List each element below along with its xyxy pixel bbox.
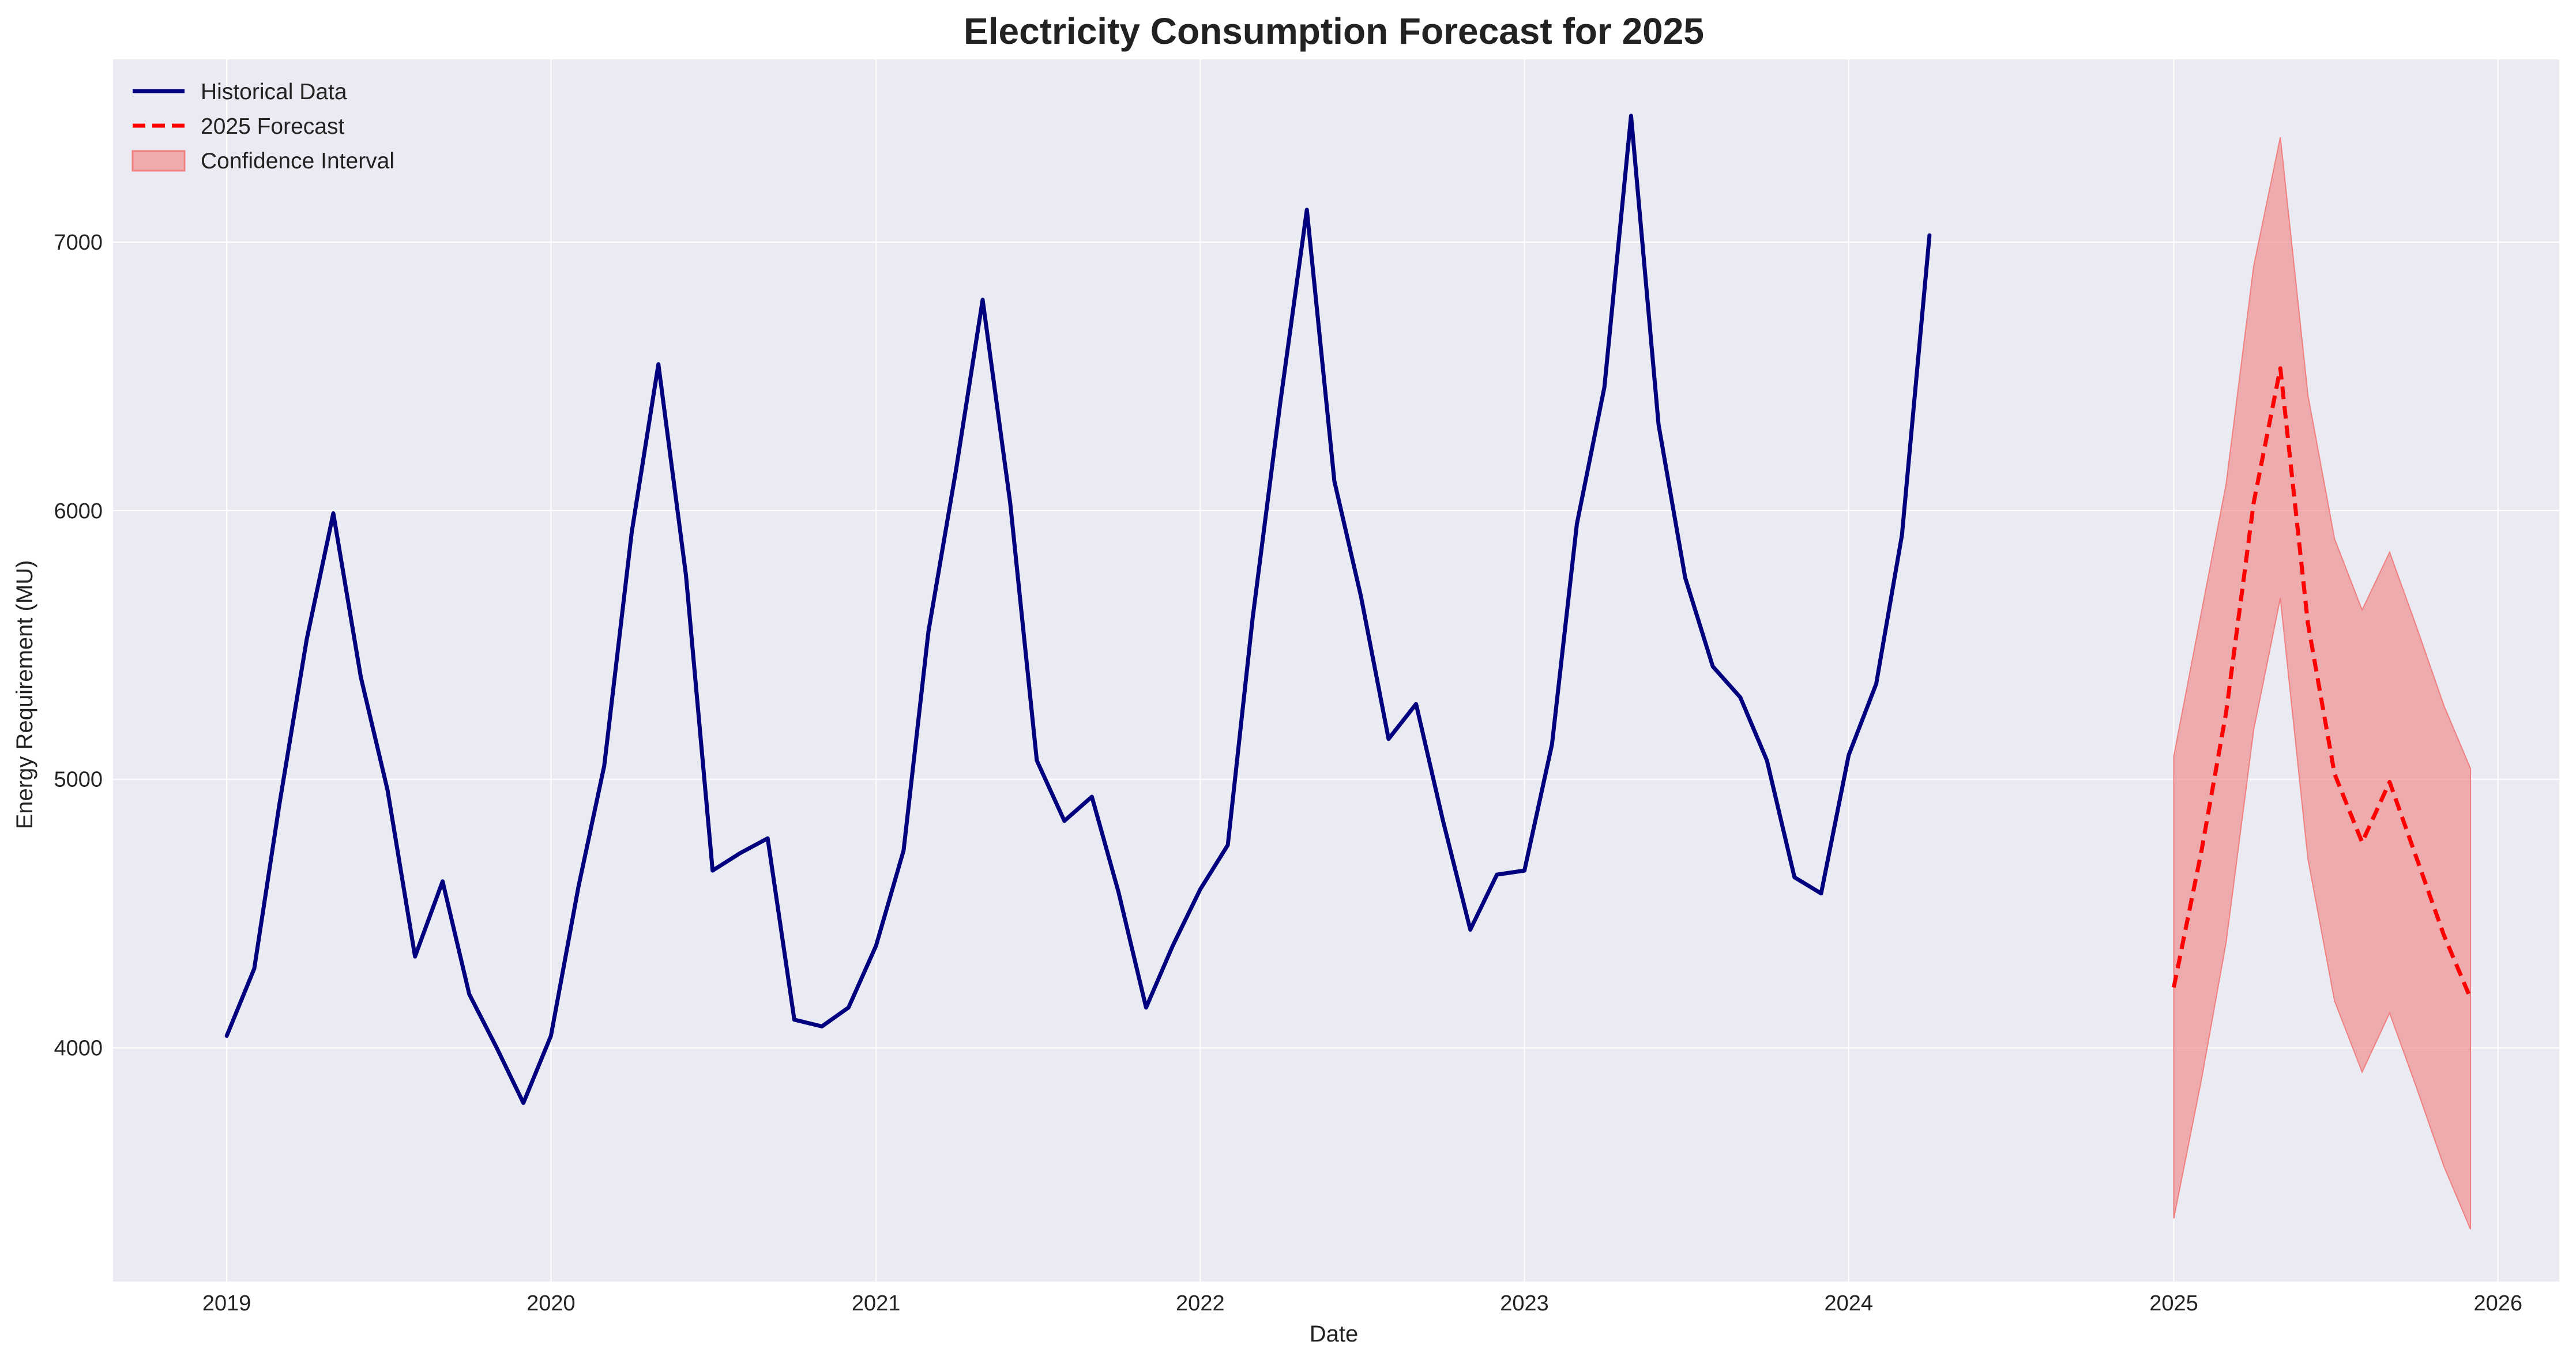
x-axis-label: Date bbox=[1310, 1321, 1359, 1347]
legend-swatch-confidence bbox=[131, 150, 186, 172]
legend-label-forecast: 2025 Forecast bbox=[201, 114, 344, 139]
y-tick-label: 7000 bbox=[54, 231, 103, 255]
y-tick-label: 4000 bbox=[54, 1037, 103, 1061]
legend-label-confidence: Confidence Interval bbox=[201, 149, 394, 174]
chart-title: Electricity Consumption Forecast for 202… bbox=[964, 10, 1704, 52]
grid bbox=[113, 59, 2559, 1282]
series-layer bbox=[224, 114, 2473, 1105]
x-tick-label: 2023 bbox=[1500, 1291, 1549, 1316]
x-tick-label: 2019 bbox=[202, 1291, 251, 1316]
legend: Historical Data 2025 Forecast Confidence… bbox=[131, 80, 394, 174]
confidence-interval-band bbox=[2173, 137, 2471, 1230]
y-tick-label: 5000 bbox=[54, 768, 103, 792]
forecast-line bbox=[2172, 366, 2473, 999]
historical-data-line bbox=[224, 114, 1932, 1105]
x-tick-label: 2021 bbox=[852, 1291, 901, 1316]
x-tick-label: 2026 bbox=[2473, 1291, 2522, 1316]
plot-area bbox=[113, 59, 2559, 1282]
x-tick-label: 2022 bbox=[1176, 1291, 1225, 1316]
x-tick-label: 2025 bbox=[2149, 1291, 2198, 1316]
y-tick-label: 6000 bbox=[54, 499, 103, 523]
x-tick-label: 2024 bbox=[1824, 1291, 1873, 1316]
legend-label-historical: Historical Data bbox=[201, 80, 347, 104]
y-axis-label: Energy Requirement (MU) bbox=[12, 560, 37, 830]
x-tick-label: 2020 bbox=[527, 1291, 576, 1316]
tick-labels: 4000 5000 6000 7000 2019 2020 2021 2022 2023 2024… bbox=[54, 231, 2522, 1316]
confidence-band-layer bbox=[2173, 137, 2471, 1230]
